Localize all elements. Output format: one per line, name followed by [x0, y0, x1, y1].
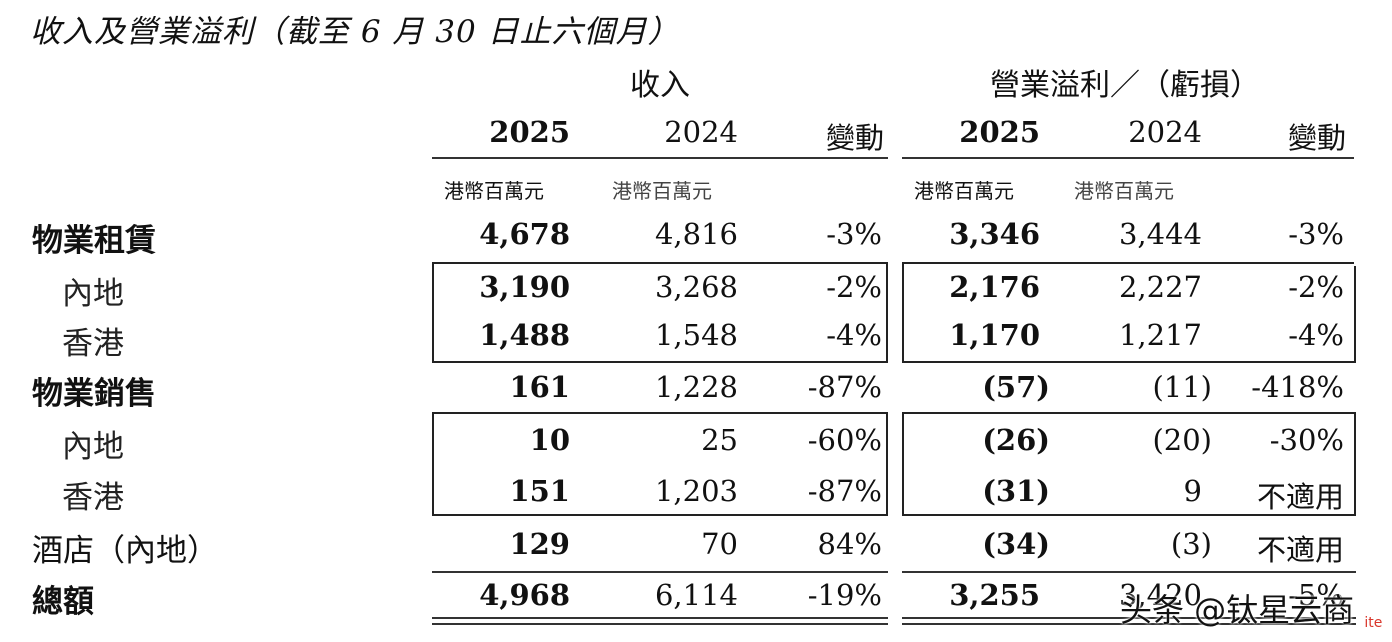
cell-op-2025: 3,255 — [949, 578, 1040, 612]
header-rule-right — [902, 157, 1354, 159]
op-2025-unit: 港幣百萬元 — [914, 179, 1014, 203]
watermark-corner-mark: ite — [1364, 615, 1383, 631]
cell-op-2024: 3,444 — [1118, 217, 1202, 251]
cell-op-change: -30% — [1269, 423, 1344, 457]
cell-op-2024: 3,420 — [1118, 578, 1202, 612]
rev-2025-header: 2025 — [489, 115, 570, 149]
rev-2025-unit: 港幣百萬元 — [444, 179, 544, 203]
cell-rev-change: -87% — [807, 474, 882, 508]
cell-rev-change: -4% — [826, 318, 882, 352]
profit-group-header: 營業溢利／（虧損） — [990, 68, 1260, 103]
cell-op-2024: (11) — [1152, 370, 1212, 404]
cell-op-2024: 1,217 — [1118, 318, 1202, 352]
op-2025-header: 2025 — [959, 115, 1040, 149]
cell-op-2025: (26) — [982, 423, 1050, 457]
rev-2024-unit: 港幣百萬元 — [612, 179, 712, 203]
op-sales-sub-box — [902, 412, 1356, 516]
cell-op-change: 不適用 — [1256, 533, 1344, 567]
cell-rev-2025: 10 — [529, 423, 570, 457]
header-rule-left — [432, 157, 888, 159]
cell-rev-2025: 161 — [509, 370, 570, 404]
cell-op-2024: 2,227 — [1118, 270, 1202, 304]
cell-rev-change: -19% — [807, 578, 882, 612]
op-leasing-sub-right-edge — [1354, 266, 1356, 363]
cell-op-2025: (57) — [982, 370, 1050, 404]
cell-op-2025: 1,170 — [949, 318, 1040, 352]
cell-op-2025: 2,176 — [949, 270, 1040, 304]
cell-rev-2025: 151 — [509, 474, 570, 508]
table-title: 收入及營業溢利（截至 6 月 30 日止六個月） — [30, 14, 680, 50]
row-label-leasing-mainland: 內地 — [62, 276, 124, 312]
cell-rev-change: -3% — [826, 217, 882, 251]
cell-rev-change: -87% — [807, 370, 882, 404]
cell-op-2025: 3,346 — [949, 217, 1040, 251]
cell-op-change: -5% — [1288, 578, 1344, 612]
cell-rev-2025: 3,190 — [479, 270, 570, 304]
row-label-property-leasing: 物業租賃 — [32, 223, 156, 259]
watermark-text: 头条 @钛星云商 — [1120, 591, 1355, 629]
cell-rev-2025: 4,678 — [479, 217, 570, 251]
cell-rev-change: -60% — [807, 423, 882, 457]
rev-change-header: 變動 — [825, 121, 884, 155]
cell-rev-2024: 6,114 — [654, 578, 738, 612]
cell-rev-2024: 1,228 — [654, 370, 738, 404]
cell-rev-change: -2% — [826, 270, 882, 304]
cell-op-2025: (31) — [982, 474, 1050, 508]
total-top-rule-right — [902, 571, 1356, 573]
rev-leasing-sub-box — [432, 262, 888, 363]
cell-rev-2025: 129 — [509, 527, 570, 561]
watermark: 头条 @钛星云商 ite — [1120, 585, 1382, 631]
cell-rev-2025: 4,968 — [479, 578, 570, 612]
cell-op-change: -2% — [1288, 270, 1344, 304]
rev-sales-sub-box — [432, 412, 888, 516]
cell-op-2025: (34) — [982, 527, 1050, 561]
op-leasing-sub-box — [902, 262, 1354, 363]
rev-2024-header: 2024 — [664, 115, 738, 149]
row-label-sales-mainland: 內地 — [62, 429, 124, 465]
cell-rev-2024: 25 — [701, 423, 738, 457]
cell-op-change: -418% — [1251, 370, 1344, 404]
total-bottom-rule-left-1 — [432, 617, 888, 619]
op-change-header: 變動 — [1287, 121, 1346, 155]
cell-op-change: -3% — [1288, 217, 1344, 251]
total-top-rule-left — [432, 571, 888, 573]
row-label-sales-hong-kong: 香港 — [62, 480, 124, 516]
op-2024-unit: 港幣百萬元 — [1074, 179, 1174, 203]
total-bottom-rule-right-1 — [902, 617, 1356, 619]
revenue-group-header: 收入 — [630, 68, 690, 103]
cell-rev-2024: 1,203 — [654, 474, 738, 508]
row-label-hotel-mainland: 酒店（內地） — [32, 533, 218, 569]
cell-rev-2025: 1,488 — [479, 318, 570, 352]
cell-op-2024: 9 — [1183, 474, 1202, 508]
cell-rev-2024: 3,268 — [654, 270, 738, 304]
cell-rev-change: 84% — [817, 527, 882, 561]
cell-rev-2024: 1,548 — [654, 318, 738, 352]
cell-rev-2024: 4,816 — [654, 217, 738, 251]
row-label-leasing-hong-kong: 香港 — [62, 326, 124, 362]
cell-op-2024: (20) — [1152, 423, 1212, 457]
row-label-property-sales: 物業銷售 — [32, 376, 156, 412]
total-bottom-rule-right-2 — [902, 623, 1356, 625]
total-bottom-rule-left-2 — [432, 623, 888, 625]
cell-op-change: -4% — [1288, 318, 1344, 352]
cell-op-2024: (3) — [1170, 527, 1212, 561]
row-label-total: 總額 — [32, 584, 94, 620]
op-2024-header: 2024 — [1128, 115, 1202, 149]
cell-op-change: 不適用 — [1256, 480, 1344, 514]
cell-rev-2024: 70 — [701, 527, 738, 561]
